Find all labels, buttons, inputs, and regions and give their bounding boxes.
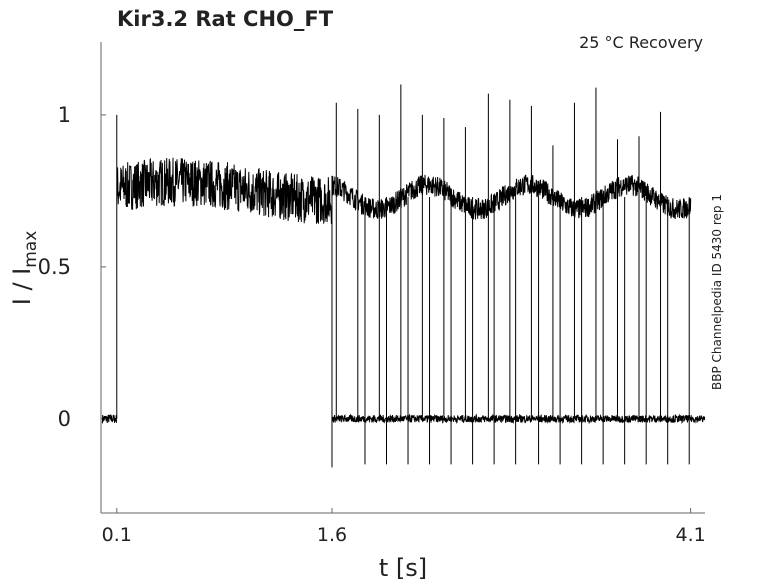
recovery-low-trace <box>331 413 706 425</box>
y-tick-label: 1 <box>58 103 71 127</box>
x-tick-label: 4.1 <box>676 524 706 546</box>
baseline-trace <box>101 414 117 424</box>
x-axis-label: t [s] <box>379 554 427 582</box>
side-label: BBP Channelpedia ID 5430 rep 1 <box>710 194 724 390</box>
y-axis-label: I / Imax <box>8 231 41 306</box>
y-tick-label: 0.5 <box>38 255 71 279</box>
x-tick-label: 1.6 <box>317 524 347 546</box>
conditioning-trace <box>116 157 333 225</box>
chart-subtitle: 25 °C Recovery <box>579 33 703 52</box>
recovery-high-trace <box>331 174 692 220</box>
x-tick-label: 0.1 <box>102 524 132 546</box>
y-tick-label: 0 <box>58 407 71 431</box>
chart-title: Kir3.2 Rat CHO_FT <box>117 7 334 31</box>
